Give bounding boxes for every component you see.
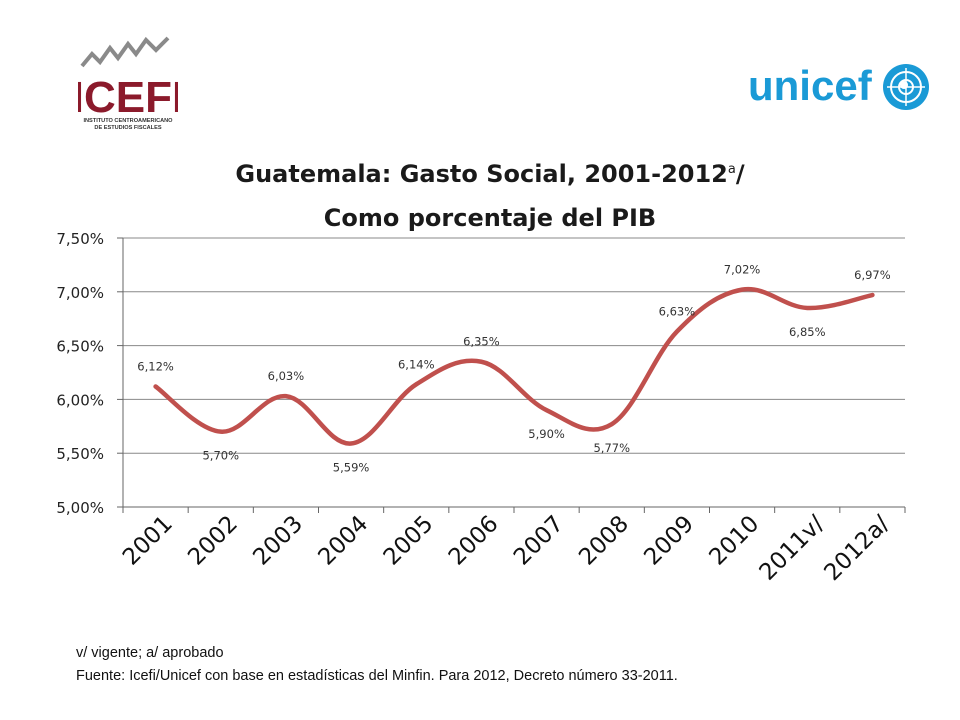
data-label: 5,59% <box>333 461 370 475</box>
data-label: 5,77% <box>593 441 630 455</box>
x-tick-labels: 2001 2002 2003 2004 2005 2006 2007 2008 2009 2010… <box>118 511 895 586</box>
x-tick-label: 2004 <box>314 511 374 571</box>
y-tick-label: 5,00% <box>56 499 104 517</box>
gridlines <box>123 237 905 454</box>
data-label: 6,35% <box>463 335 500 349</box>
x-tick-label: 2008 <box>574 511 634 571</box>
unicef-logo-text: unicef <box>748 62 873 109</box>
unicef-logo: unicef <box>748 62 929 110</box>
data-label: 6,97% <box>854 268 891 282</box>
x-tick-label: 2003 <box>248 511 308 571</box>
x-tick-label: 2006 <box>444 511 504 571</box>
data-labels: 6,12% 5,70% 6,03% 5,59% 6,14% 6,35% 5,90% 5,77%… <box>137 263 890 475</box>
series-line <box>153 286 875 446</box>
footnote-source: Fuente: Icefi/Unicef con base en estadís… <box>76 668 678 684</box>
data-label: 6,14% <box>398 357 435 371</box>
chart-title-suffix: / <box>735 160 745 188</box>
chart-subtitle: Como porcentaje del PIB <box>323 204 657 232</box>
icefi-logo-subtitle-1: INSTITUTO CENTROAMERICANO <box>83 118 173 124</box>
y-tick-label: 6,00% <box>56 391 104 409</box>
data-label: 6,63% <box>659 305 696 319</box>
y-tick-label: 5,50% <box>56 445 104 463</box>
x-tick-label: 2011v/ <box>755 511 830 586</box>
y-tick-labels: 7,50% 7,00% 6,50% 6,00% 5,50% 5,00% <box>56 230 104 517</box>
x-tick-label: 2009 <box>639 511 699 571</box>
chart-title: Guatemala: Gasto Social, 2001-2012a/ <box>235 160 745 188</box>
icefi-logo: ICEFI INSTITUTO CENTROAMERICANO DE ESTUD… <box>78 36 178 131</box>
x-tick-label: 2002 <box>183 511 243 571</box>
series-line-layer <box>153 286 875 446</box>
icefi-logo-text: ICEFI <box>78 73 178 122</box>
y-tick-label: 7,50% <box>56 230 104 248</box>
unicef-emblem-icon <box>883 64 929 110</box>
data-label: 5,70% <box>202 449 239 463</box>
y-tick-label: 7,00% <box>56 284 104 302</box>
data-label: 7,02% <box>724 263 761 277</box>
data-label: 6,85% <box>789 325 826 339</box>
data-label: 6,12% <box>137 359 174 373</box>
footnote-note: v/ vigente; a/ aprobado <box>76 645 224 661</box>
line-chart: 7,50%7,00%6,50%6,00%5,50%5,00% 2001 2002 2… <box>56 230 906 586</box>
x-tick-label: 2012a/ <box>819 511 894 586</box>
data-label: 6,03% <box>268 369 305 383</box>
x-tick-label: 2005 <box>379 511 439 571</box>
x-tick-label: 2010 <box>705 511 765 571</box>
x-tick-label: 2001 <box>118 511 178 571</box>
chart-title-superscript: a <box>727 162 736 177</box>
axes <box>117 237 906 513</box>
data-label: 5,90% <box>528 427 565 441</box>
y-tick-label: 6,50% <box>56 338 104 356</box>
x-tick-label: 2007 <box>509 511 569 571</box>
icefi-logo-subtitle-2: DE ESTUDIOS FISCALES <box>94 125 161 131</box>
